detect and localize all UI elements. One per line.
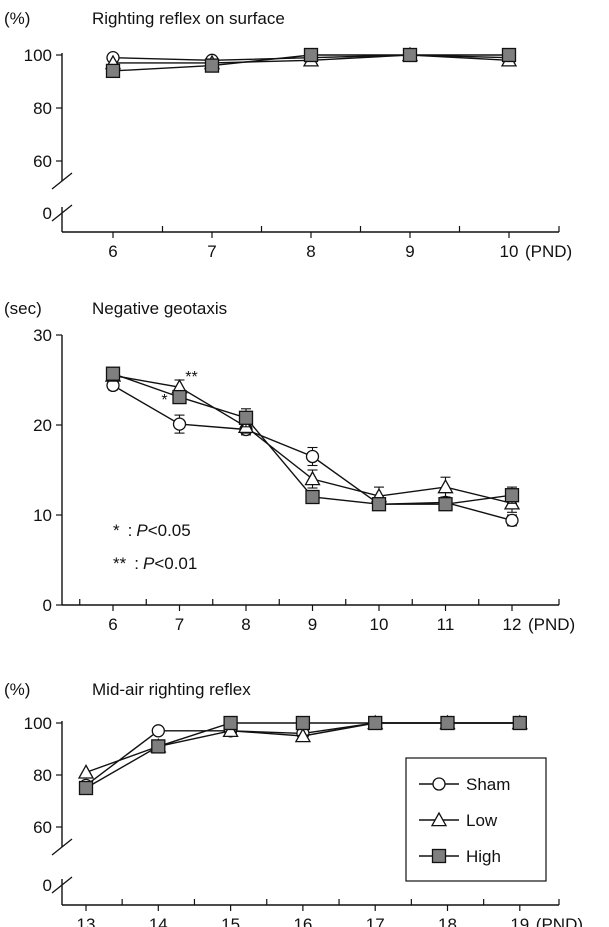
data-point-high	[295, 715, 311, 731]
y-tick-label: 80	[33, 99, 52, 118]
y-axis-unit-label: (%)	[4, 680, 30, 699]
x-tick-label: 18	[438, 915, 457, 927]
data-point-low	[304, 470, 321, 486]
data-point-high	[512, 715, 527, 731]
y-tick-label: 0	[43, 876, 52, 895]
y-tick-label: 80	[33, 766, 52, 785]
legend-marker-high	[431, 848, 447, 864]
series-high	[78, 715, 527, 796]
panel-2: (sec) Negative geotaxis 6 7 8 9 10 11 12 (PND) 0 10…	[4, 299, 575, 634]
chart-title: Mid-air righting reflex	[92, 680, 251, 699]
data-point-high	[303, 47, 319, 63]
legend-label-high: High	[466, 847, 501, 866]
data-point-high	[501, 47, 517, 63]
x-tick-label: 15	[221, 915, 240, 927]
chart-title: Negative geotaxis	[92, 299, 227, 318]
x-tick-label: 8	[241, 615, 250, 634]
data-point-high	[371, 497, 387, 512]
x-tick-label: 14	[149, 915, 168, 927]
x-tick-label: 8	[306, 242, 315, 261]
p-symbol: P	[143, 554, 155, 573]
p-symbol: P	[136, 521, 148, 540]
axis-break-mark	[51, 172, 73, 190]
x-tick-label: 19	[510, 915, 529, 927]
data-point-high	[402, 47, 418, 63]
legend-marker-sham	[432, 777, 446, 791]
data-point-high	[438, 497, 453, 512]
axis-break-mark	[51, 876, 73, 894]
data-point-sham	[505, 513, 519, 528]
data-point-sham	[305, 449, 320, 464]
panel-3: (%) Mid-air righting reflex 13 14 15 16 17 18 19…	[4, 680, 583, 927]
data-point-sham	[172, 417, 187, 431]
significance-marker: *	[161, 392, 167, 409]
chart-title: Righting reflex on surface	[92, 9, 285, 28]
y-tick-label: 10	[33, 506, 52, 525]
data-point-high	[78, 780, 94, 796]
x-tick-label: 10	[500, 242, 519, 261]
y-tick-label: 100	[24, 46, 52, 65]
panel-1: (%) Righting reflex on surface 6 7 8 9 10 (PND)…	[4, 9, 572, 261]
p-threshold: <0.01	[154, 554, 197, 573]
data-point-high	[238, 410, 254, 425]
significance-symbol: **	[113, 554, 127, 573]
y-tick-label: 100	[24, 714, 52, 733]
x-tick-label: 13	[77, 915, 96, 927]
y-tick-label: 0	[43, 596, 52, 615]
significance-legend: **: P<0.01	[113, 554, 197, 573]
x-tick-label: 11	[437, 615, 455, 634]
x-tick-label: 9	[308, 615, 317, 634]
axis-break-mark	[51, 204, 73, 222]
x-axis-label: (PND)	[528, 615, 575, 634]
y-tick-label: 20	[33, 416, 52, 435]
series-high	[105, 366, 520, 512]
separator: :	[134, 554, 139, 573]
data-point-low	[437, 478, 454, 494]
separator: :	[128, 521, 133, 540]
y-tick-label: 30	[33, 326, 52, 345]
x-tick-label: 7	[207, 242, 216, 261]
data-point-high	[440, 715, 455, 731]
significance-marker: **	[185, 369, 197, 386]
x-tick-label: 6	[108, 615, 117, 634]
x-axis-label: (PND)	[525, 242, 572, 261]
data-point-high	[305, 489, 320, 505]
y-tick-label: 0	[43, 204, 52, 223]
x-tick-label: 17	[366, 915, 385, 927]
x-tick-label: 10	[370, 615, 389, 634]
data-point-high	[105, 63, 121, 79]
axis-break-mark	[51, 838, 73, 856]
data-point-high	[172, 389, 187, 405]
data-point-high	[151, 739, 166, 754]
data-point-sham	[151, 724, 165, 738]
y-tick-label: 60	[33, 152, 52, 171]
data-point-low	[77, 764, 95, 779]
x-tick-label: 12	[503, 615, 522, 634]
x-tick-label: 9	[405, 242, 414, 261]
significance-legend: *: P<0.05	[113, 521, 191, 540]
data-point-high	[368, 715, 383, 731]
p-threshold: <0.05	[148, 521, 191, 540]
legend-label-sham: Sham	[466, 775, 510, 794]
legend-marker-low	[430, 811, 448, 827]
x-tick-label: 7	[175, 615, 184, 634]
data-point-high	[504, 488, 520, 503]
data-point-high	[223, 715, 238, 731]
legend-label-low: Low	[466, 811, 498, 830]
significance-symbol: *	[113, 521, 120, 540]
y-axis-unit-label: (sec)	[4, 299, 42, 318]
data-point-high	[105, 366, 121, 381]
x-tick-label: 16	[293, 915, 312, 927]
legend: Sham Low High	[405, 757, 547, 882]
y-tick-label: 60	[33, 818, 52, 837]
series-sham	[106, 378, 519, 528]
x-axis-label: (PND)	[536, 915, 583, 927]
series-high	[105, 47, 517, 79]
data-point-high	[204, 58, 220, 73]
data-point-low	[294, 727, 312, 743]
y-axis-unit-label: (%)	[4, 9, 30, 28]
x-tick-label: 6	[108, 242, 117, 261]
